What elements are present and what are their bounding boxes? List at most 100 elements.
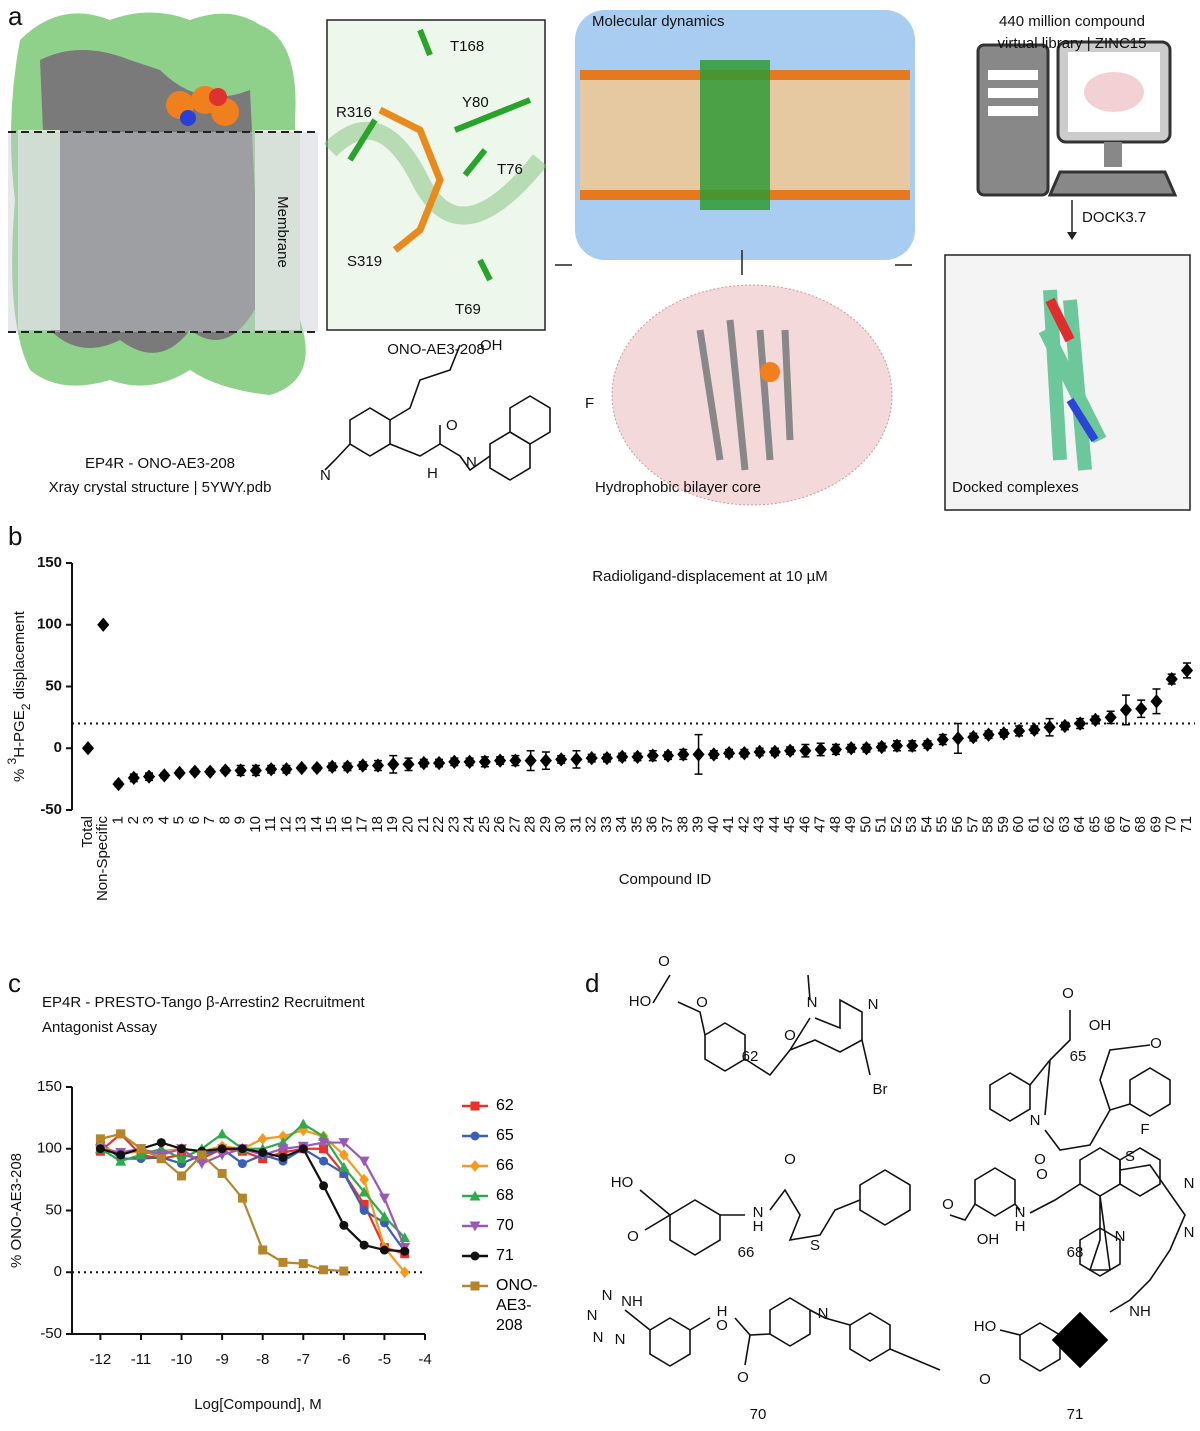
y-tick-label: 150	[37, 554, 62, 571]
x-tick-label: -8	[256, 1351, 269, 1368]
x-tick-label: 39	[690, 816, 707, 833]
x-tick-label: 7	[201, 816, 218, 824]
x-tick-label: 41	[720, 816, 737, 833]
x-tick-label: 28	[522, 816, 539, 833]
x-tick-label: 66	[1102, 816, 1119, 833]
marker	[156, 1154, 166, 1164]
marker	[81, 741, 95, 756]
panel-label: d	[585, 968, 599, 998]
x-tick-label: 30	[552, 816, 569, 833]
y-axis-label-part: 3	[5, 757, 19, 764]
atom-label: O	[696, 994, 708, 1011]
residue-label: T168	[450, 38, 484, 55]
marker	[921, 737, 934, 752]
marker	[951, 731, 965, 746]
legend-entry: 71	[462, 1246, 572, 1276]
bilayer-label: Hydrophobic bilayer core	[595, 479, 761, 496]
error-caps	[541, 751, 550, 770]
marker	[723, 746, 736, 761]
marker	[116, 1150, 126, 1160]
x-tick-label: 36	[644, 816, 661, 833]
marker	[1165, 671, 1178, 687]
atom-label: H	[717, 1303, 728, 1320]
marker	[115, 1155, 127, 1166]
marker	[358, 1186, 370, 1197]
compound-id: 65	[1070, 1048, 1087, 1065]
atom-label: HO	[611, 1174, 634, 1191]
atom-label: N	[466, 454, 477, 471]
x-tick-label: 4	[155, 816, 172, 824]
x-tick-label: 59	[995, 816, 1012, 833]
atom-label: O	[1062, 985, 1074, 1002]
marker	[217, 1168, 227, 1178]
error-caps	[1121, 694, 1130, 726]
marker	[326, 759, 339, 774]
marker	[936, 732, 949, 747]
caption: Xray crystal structure | 5YWY.pdb	[49, 479, 272, 496]
marker	[768, 744, 781, 760]
y-axis-label-part: 2	[19, 703, 33, 710]
legend-label: 71	[496, 1247, 514, 1264]
marker	[1058, 718, 1071, 734]
x-tick-label: 17	[354, 816, 371, 833]
marker	[433, 755, 446, 771]
marker	[265, 762, 278, 777]
marker	[298, 1259, 308, 1269]
y-tick-label: -50	[40, 801, 62, 818]
marker	[359, 1199, 369, 1209]
x-tick-label: 70	[1163, 816, 1180, 833]
marker	[341, 759, 354, 774]
residue-label: Y80	[462, 94, 489, 111]
marker	[1028, 722, 1041, 737]
dock-label: DOCK3.7	[1082, 209, 1146, 226]
x-tick-label: 18	[369, 816, 386, 833]
marker	[600, 750, 614, 766]
x-tick-label: 58	[980, 816, 997, 833]
marker	[338, 1149, 349, 1161]
marker	[249, 763, 262, 778]
legend-label: 70	[496, 1217, 514, 1234]
atom-label: S	[810, 1237, 820, 1254]
marker	[448, 754, 461, 769]
marker	[399, 1266, 410, 1279]
legend-swatch	[462, 1101, 488, 1111]
x-tick-label: 22	[430, 816, 447, 833]
atom-label: N	[1015, 1204, 1026, 1221]
x-tick-label: 56	[949, 816, 966, 833]
marker	[319, 1144, 329, 1154]
atom-label: O	[1150, 1035, 1162, 1052]
panel-label: b	[8, 521, 22, 551]
error-caps	[1137, 699, 1146, 719]
x-tick-label: 1	[109, 816, 126, 824]
caption: EP4R - ONO-AE3-208	[85, 455, 235, 472]
surface-render	[8, 12, 318, 395]
marker	[95, 1134, 105, 1144]
x-tick-label: 48	[827, 816, 844, 833]
legend-entry: 62	[462, 1096, 572, 1126]
marker	[1089, 712, 1102, 727]
marker	[234, 763, 247, 778]
legend-marker	[469, 1221, 481, 1232]
y-axis-label: % ONO-AE3-208	[8, 1153, 25, 1268]
x-tick-label: 27	[506, 816, 523, 833]
atom-label: OH	[1089, 1017, 1112, 1034]
marker	[478, 754, 491, 769]
x-tick-label: 43	[751, 816, 768, 833]
marker	[1074, 716, 1087, 731]
error-caps	[1183, 662, 1191, 679]
x-tick-label: Non-Specific	[94, 816, 111, 902]
x-tick-label: 69	[1147, 816, 1164, 833]
md-render	[575, 10, 915, 260]
marker	[177, 1171, 187, 1181]
marker	[338, 1161, 350, 1172]
atom-label: H	[753, 1218, 764, 1235]
marker	[753, 744, 766, 760]
marker	[631, 749, 644, 765]
legend: 62 65 66 68 70 71 ONO-AE3-208	[462, 1096, 572, 1334]
atom-label: N	[593, 1329, 604, 1346]
marker	[295, 760, 308, 776]
atom-label: H	[1015, 1218, 1026, 1235]
marker	[997, 726, 1010, 741]
marker	[319, 1265, 329, 1275]
